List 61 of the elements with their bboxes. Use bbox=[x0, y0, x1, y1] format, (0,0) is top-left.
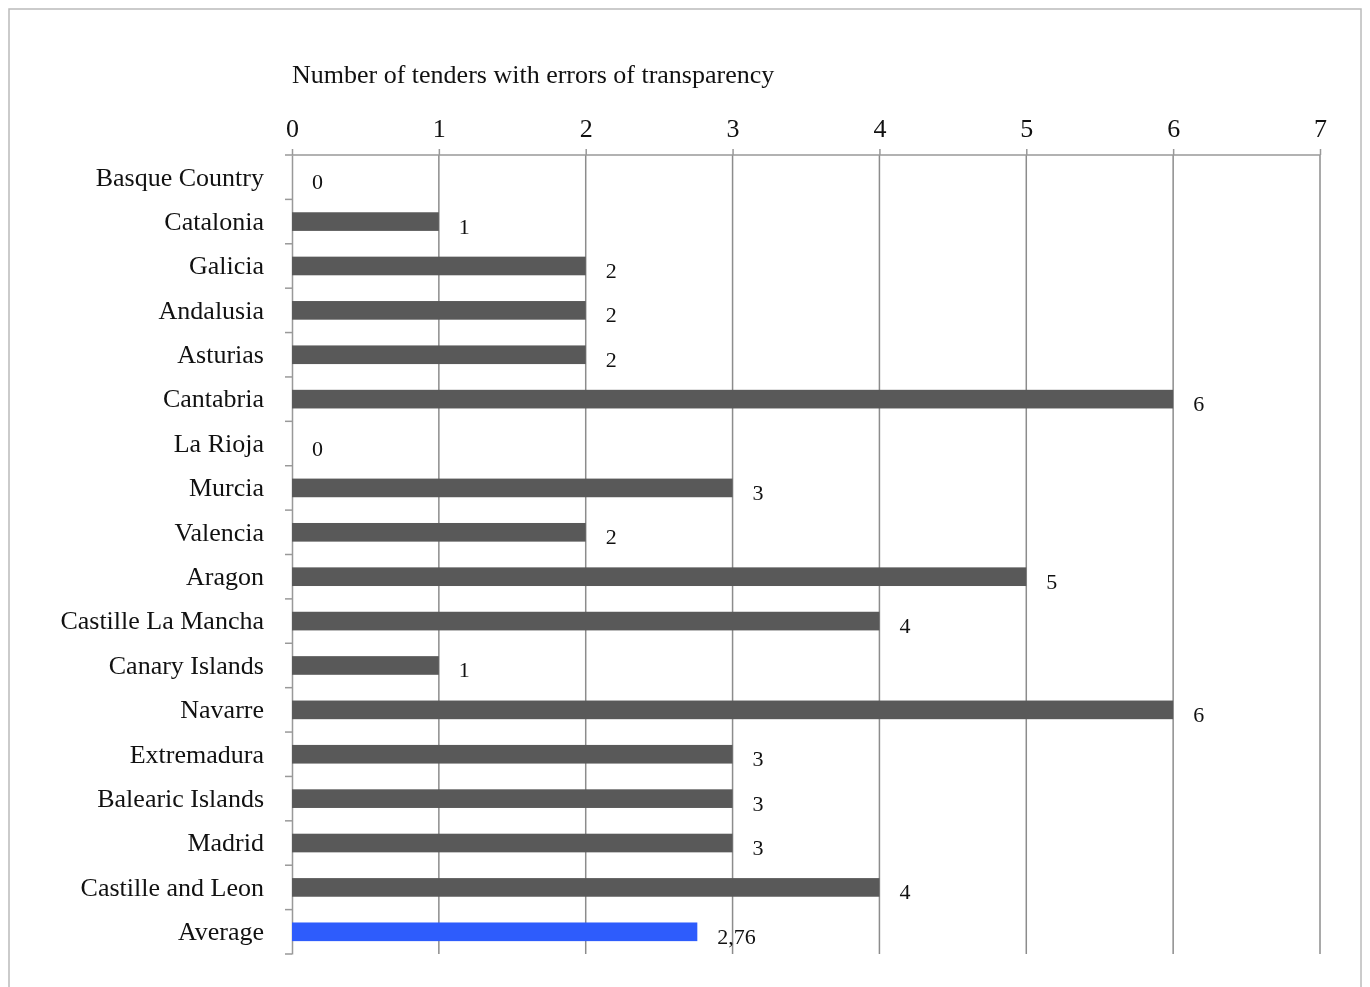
data-label: 1 bbox=[458, 657, 470, 683]
bar bbox=[292, 878, 880, 897]
data-label: 2 bbox=[605, 346, 617, 372]
data-label: 5 bbox=[1046, 568, 1058, 594]
bar bbox=[292, 567, 1027, 587]
data-label: 4 bbox=[899, 879, 911, 905]
data-label: 3 bbox=[752, 790, 764, 816]
y-tick-label: Cantabria bbox=[162, 384, 265, 414]
y-tick-label: Asturias bbox=[177, 340, 264, 370]
bar bbox=[292, 833, 733, 853]
x-tick-label: 6 bbox=[1167, 114, 1181, 143]
y-tick-label: Balearic Islands bbox=[97, 783, 264, 813]
y-tick-label: La Rioja bbox=[173, 428, 265, 458]
bar bbox=[292, 478, 733, 498]
data-label: 2 bbox=[605, 524, 617, 550]
y-tick-label: Valencia bbox=[174, 517, 265, 547]
y-tick-label: Navarre bbox=[180, 695, 264, 725]
y-tick-label: Extremadura bbox=[129, 739, 265, 769]
y-tick-label: Catalonia bbox=[164, 206, 265, 236]
data-label: 0 bbox=[312, 435, 323, 461]
y-tick-label: Average bbox=[177, 917, 264, 947]
bar bbox=[292, 922, 698, 942]
data-label: 3 bbox=[752, 835, 764, 861]
data-label: 2,76 bbox=[717, 923, 756, 949]
bar bbox=[292, 789, 733, 808]
data-label: 1 bbox=[458, 213, 470, 239]
x-axis-title: Number of tenders with errors of transparency bbox=[292, 60, 775, 89]
x-tick-label: 1 bbox=[432, 114, 446, 143]
data-label: 2 bbox=[605, 302, 617, 328]
bar bbox=[292, 611, 880, 631]
bar bbox=[292, 301, 586, 320]
y-tick-label: Basque Country bbox=[95, 162, 264, 192]
y-tick-label: Andalusia bbox=[158, 295, 265, 325]
bar bbox=[292, 656, 439, 675]
y-tick-label: Aragon bbox=[186, 562, 264, 592]
bar bbox=[292, 345, 586, 365]
x-tick-label: 7 bbox=[1314, 114, 1327, 143]
data-label: 3 bbox=[752, 746, 764, 772]
bar bbox=[292, 389, 1174, 409]
y-tick-label: Murcia bbox=[188, 473, 265, 503]
bar bbox=[292, 212, 439, 231]
x-tick-label: 5 bbox=[1020, 114, 1034, 143]
data-label: 3 bbox=[752, 479, 764, 505]
data-label: 0 bbox=[312, 169, 323, 195]
y-tick-label: Galicia bbox=[188, 251, 265, 281]
x-tick-label: 4 bbox=[873, 114, 887, 143]
data-label: 2 bbox=[605, 257, 617, 283]
x-tick-label: 2 bbox=[579, 114, 593, 143]
bar bbox=[292, 744, 733, 764]
data-label: 6 bbox=[1193, 701, 1205, 727]
data-label: 4 bbox=[899, 613, 911, 639]
bar bbox=[292, 700, 1174, 720]
bar bbox=[292, 256, 586, 276]
x-tick-label: 0 bbox=[286, 114, 299, 143]
bar bbox=[292, 522, 586, 542]
x-tick-label: 3 bbox=[726, 114, 740, 143]
y-tick-label: Madrid bbox=[187, 828, 264, 858]
y-tick-label: Castille La Mancha bbox=[60, 606, 265, 636]
y-tick-label: Castille and Leon bbox=[80, 872, 264, 902]
data-label: 6 bbox=[1193, 391, 1205, 417]
y-tick-label: Canary Islands bbox=[108, 650, 264, 680]
